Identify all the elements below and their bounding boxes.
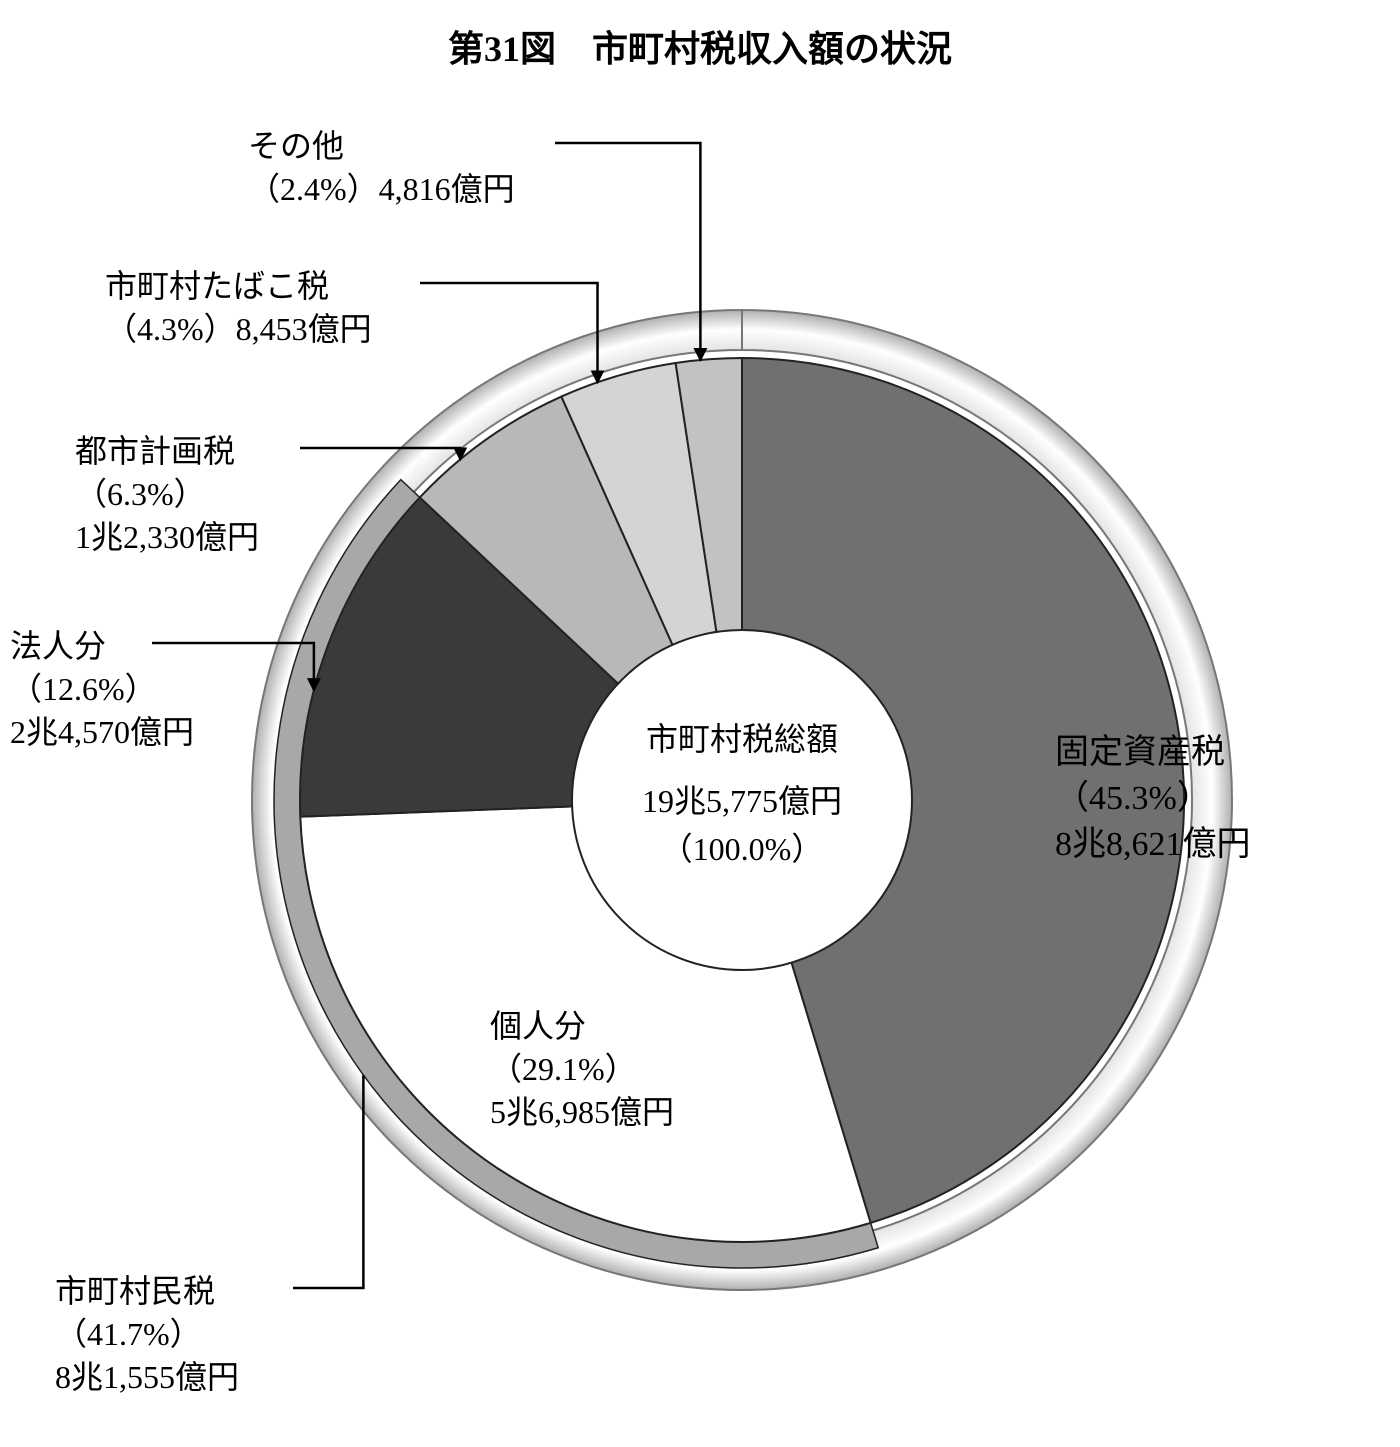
callout-label-city-planning: 都市計画税（6.3%）1兆2,330億円 (75, 430, 259, 560)
callout-line-muni-residents-tax (293, 1075, 363, 1288)
slice-label-muni-individual: 個人分（29.1%）5兆6,985億円 (490, 1005, 674, 1135)
callout-label-other: その他（2.4%）4,816億円 (248, 125, 515, 211)
callout-label-muni-residents-tax: 市町村民税（41.7%）8兆1,555億円 (55, 1270, 239, 1400)
center-line-2: 19兆5,775億円 (572, 777, 912, 825)
center-line-1: 市町村税総額 (572, 715, 912, 763)
chart-center-label: 市町村税総額 19兆5,775億円 （100.0%） (572, 715, 912, 873)
callout-label-muni-corporate: 法人分（12.6%）2兆4,570億円 (10, 625, 194, 755)
slice-label-fixed-asset: 固定資産税（45.3%）8兆8,621億円 (1055, 730, 1251, 868)
callout-label-tobacco: 市町村たばこ税（4.3%）8,453億円 (105, 265, 372, 351)
chart-container: 第31図 市町村税収入額の状況 市町村税総額 19兆5,775億円 （100.0… (0, 0, 1400, 1447)
center-line-3: （100.0%） (572, 825, 912, 873)
